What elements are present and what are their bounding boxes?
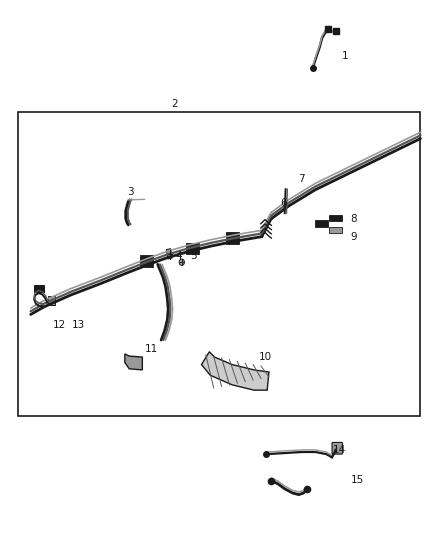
Polygon shape: [125, 354, 142, 370]
Bar: [140, 255, 153, 266]
Text: 4: 4: [175, 251, 182, 261]
Bar: [226, 232, 239, 244]
Text: 8: 8: [350, 214, 357, 223]
Bar: [34, 285, 44, 292]
Text: 6: 6: [280, 198, 287, 207]
Text: 12: 12: [53, 320, 66, 330]
Text: 1: 1: [342, 51, 348, 61]
Bar: [48, 296, 55, 305]
Bar: [329, 215, 342, 221]
Bar: [18, 112, 420, 416]
Text: 2: 2: [171, 99, 177, 109]
Bar: [186, 243, 199, 254]
Text: 9: 9: [350, 232, 357, 242]
Text: 10: 10: [258, 352, 272, 362]
Text: 13: 13: [72, 320, 85, 330]
Bar: [166, 249, 172, 259]
Circle shape: [179, 259, 184, 265]
Text: 5: 5: [191, 251, 197, 261]
Polygon shape: [201, 352, 269, 390]
Bar: [329, 227, 342, 233]
Text: 14: 14: [333, 446, 346, 455]
FancyBboxPatch shape: [332, 442, 343, 454]
Text: 7: 7: [298, 174, 304, 183]
Bar: [315, 220, 328, 227]
Text: 15: 15: [350, 475, 364, 484]
Text: 11: 11: [145, 344, 158, 354]
Text: 3: 3: [127, 187, 134, 197]
